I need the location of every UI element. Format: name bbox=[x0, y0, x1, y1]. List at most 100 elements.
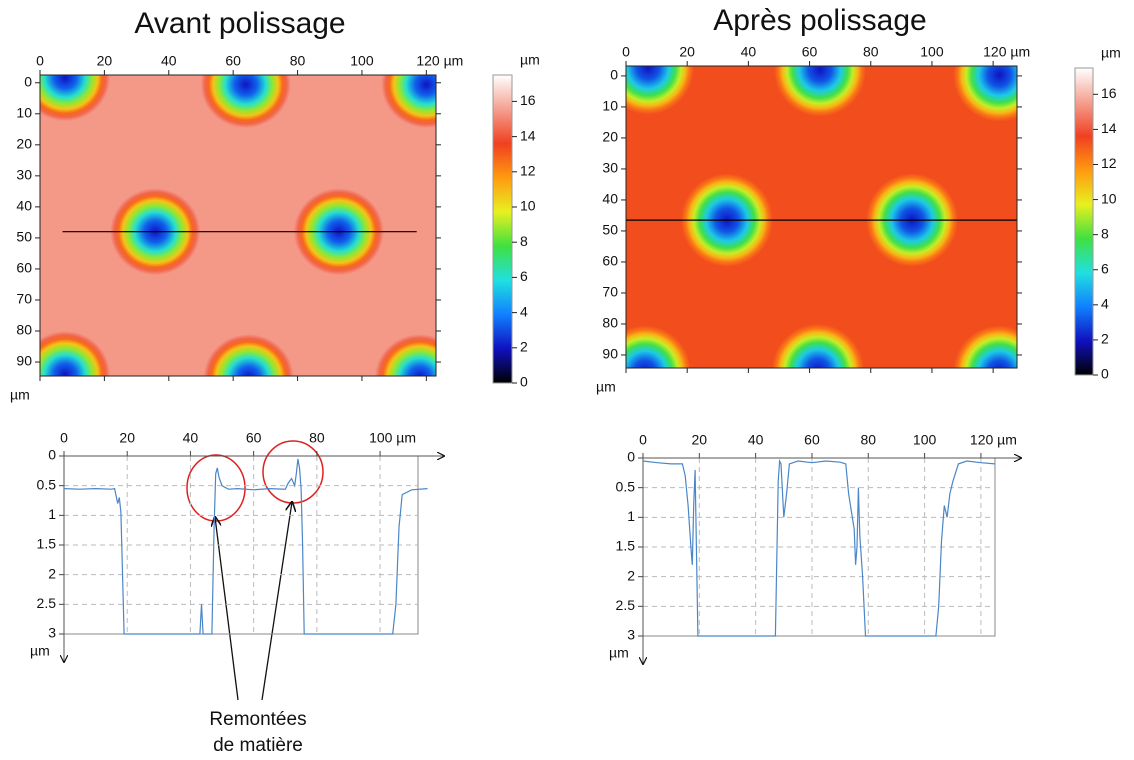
colorbar-tick-label: 10 bbox=[520, 198, 536, 214]
y-tick-label: 2.5 bbox=[37, 595, 57, 611]
crater bbox=[774, 66, 866, 117]
colorbar-unit: µm bbox=[1101, 45, 1121, 61]
crater bbox=[772, 323, 864, 368]
y-tick-label: 10 bbox=[16, 104, 32, 120]
x-tick-label: 120 µm bbox=[416, 53, 463, 69]
chart-title: Avant polissage bbox=[134, 7, 345, 40]
y-unit: µm bbox=[10, 387, 30, 403]
x-tick-label: 80 bbox=[309, 430, 325, 446]
colorbar-tick-label: 6 bbox=[1101, 260, 1109, 276]
x-tick-label: 0 bbox=[622, 44, 630, 60]
crater bbox=[203, 334, 294, 376]
y-tick-label: 50 bbox=[16, 229, 32, 245]
colorbar-tick-label: 14 bbox=[1101, 120, 1117, 136]
y-tick-label: 0 bbox=[24, 73, 32, 89]
x-tick-label: 120 µm bbox=[983, 44, 1030, 60]
colorbar bbox=[492, 74, 513, 384]
y-tick-label: 80 bbox=[602, 315, 618, 331]
x-tick-label: 40 bbox=[741, 44, 757, 60]
y-tick-label: 0 bbox=[610, 67, 618, 83]
plot-frame bbox=[625, 65, 1018, 369]
x-tick-label: 20 bbox=[97, 53, 113, 69]
y-tick-label: 30 bbox=[16, 167, 32, 183]
y-tick-label: 70 bbox=[602, 284, 618, 300]
y-tick-label: 20 bbox=[16, 136, 32, 152]
x-tick-label: 20 bbox=[119, 430, 135, 446]
y-tick-label: 40 bbox=[16, 198, 32, 214]
highlight-circle bbox=[262, 440, 324, 504]
colorbar-tick-label: 12 bbox=[1101, 155, 1117, 171]
x-tick-label: 20 bbox=[679, 44, 695, 60]
y-tick-label: 3 bbox=[48, 625, 56, 641]
annotation-layout: Remontées de matière bbox=[186, 440, 324, 756]
profile-line bbox=[642, 458, 996, 637]
colorbar-tick-label: 6 bbox=[520, 268, 528, 284]
annotation: de matière bbox=[213, 735, 303, 756]
x-tick-label: 100 bbox=[913, 432, 937, 448]
y-tick-label: 2 bbox=[48, 565, 56, 581]
heatmap bbox=[40, 75, 436, 376]
profile-line bbox=[63, 458, 428, 635]
x-tick-label: 60 bbox=[246, 430, 262, 446]
colorbar-tick-label: 4 bbox=[520, 303, 528, 319]
highlight-circle bbox=[186, 454, 246, 522]
arrow bbox=[215, 517, 239, 701]
x-tick-label: 80 bbox=[860, 432, 876, 448]
y-unit: µm bbox=[609, 645, 629, 661]
x-tick-label: 80 bbox=[863, 44, 879, 60]
colorbar-tick-label: 0 bbox=[1101, 366, 1109, 382]
x-tick-label: 60 bbox=[804, 432, 820, 448]
x-tick-label: 100 bbox=[920, 44, 944, 60]
crater bbox=[626, 66, 694, 115]
heatmap bbox=[626, 66, 1017, 368]
y-tick-label: 50 bbox=[602, 222, 618, 238]
x-tick-label: 40 bbox=[161, 53, 177, 69]
y-tick-label: 90 bbox=[16, 353, 32, 369]
crater bbox=[626, 325, 691, 368]
crater bbox=[40, 331, 111, 376]
y-tick-label: 60 bbox=[602, 253, 618, 269]
annotation: Remontées bbox=[209, 709, 306, 730]
y-unit: µm bbox=[30, 643, 50, 659]
x-tick-label: 40 bbox=[183, 430, 199, 446]
y-tick-label: 40 bbox=[602, 191, 618, 207]
chart-title: Après polissage bbox=[713, 4, 926, 37]
x-tick-label: 20 bbox=[692, 432, 708, 448]
y-tick-label: 1.5 bbox=[616, 538, 636, 554]
colorbar-tick-label: 14 bbox=[520, 127, 536, 143]
y-tick-label: 0 bbox=[48, 447, 56, 463]
y-tick-label: 2 bbox=[627, 567, 635, 583]
x-tick-label: 60 bbox=[225, 53, 241, 69]
colorbar-tick-label: 16 bbox=[520, 92, 536, 108]
y-tick-label: 0.5 bbox=[37, 476, 57, 492]
colorbar-tick-label: 16 bbox=[1101, 85, 1117, 101]
y-tick-label: 1 bbox=[627, 508, 635, 524]
x-tick-label: 0 bbox=[60, 430, 68, 446]
y-tick-label: 1.5 bbox=[37, 536, 57, 552]
crater bbox=[381, 75, 436, 129]
colorbar-tick-label: 2 bbox=[520, 339, 528, 355]
y-tick-label: 0 bbox=[627, 449, 635, 465]
y-unit: µm bbox=[596, 379, 616, 395]
colorbar-tick-label: 4 bbox=[1101, 296, 1109, 312]
y-tick-label: 20 bbox=[602, 129, 618, 145]
y-tick-label: 2.5 bbox=[616, 597, 636, 613]
crater bbox=[200, 75, 291, 129]
colorbar-tick-label: 8 bbox=[520, 233, 528, 249]
crater bbox=[40, 75, 111, 122]
colorbar bbox=[1074, 67, 1094, 376]
x-tick-label: 120 µm bbox=[970, 432, 1017, 448]
colorbar-tick-label: 8 bbox=[1101, 225, 1109, 241]
y-tick-label: 10 bbox=[602, 98, 618, 114]
x-tick-label: 100 bbox=[350, 53, 374, 69]
y-tick-label: 30 bbox=[602, 160, 618, 176]
y-tick-label: 1 bbox=[48, 506, 56, 522]
colorbar-tick-label: 2 bbox=[1101, 331, 1109, 347]
x-tick-label: 40 bbox=[748, 432, 764, 448]
crater bbox=[953, 66, 1017, 122]
y-tick-label: 90 bbox=[602, 346, 618, 362]
colorbar-tick-label: 10 bbox=[1101, 190, 1117, 206]
y-tick-label: 60 bbox=[16, 260, 32, 276]
colorbar-tick-label: 0 bbox=[520, 374, 528, 390]
x-tick-label: 100 µm bbox=[369, 430, 416, 446]
